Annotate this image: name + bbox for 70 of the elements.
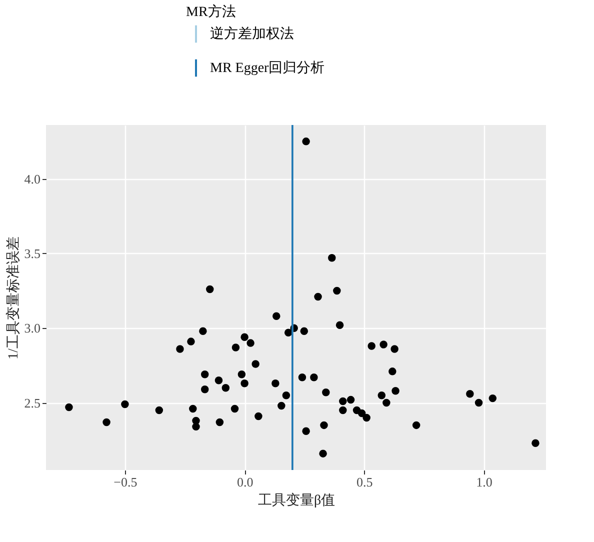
point [368,342,376,350]
x-axis-title: 工具变量β值 [258,492,336,508]
point [192,422,200,431]
point [284,328,292,336]
y-tick-label: 3.0 [24,320,40,336]
point [333,286,341,295]
point [390,345,398,353]
point [252,360,260,368]
point [302,427,310,436]
point [222,384,230,392]
point [488,394,497,402]
point [254,412,262,420]
point [380,340,388,348]
point [272,380,280,388]
point [362,414,370,422]
legend-title: MR方法 [186,4,236,20]
point [246,339,254,347]
point [378,391,386,400]
y-tick-label: 4.0 [24,171,40,186]
point [300,327,308,335]
point [339,397,347,406]
y-axis-title: 1/工具变量标准误差 [5,236,22,360]
point [474,398,483,407]
point [302,138,310,146]
x-tick-label: −0.5 [114,474,138,490]
point [65,403,73,412]
point [320,421,328,430]
point [328,254,336,262]
point [232,344,240,352]
legend-label: 逆方差加权法 [210,26,294,42]
point [336,321,344,329]
point [346,396,355,404]
point [200,370,209,378]
point [272,312,280,320]
point [412,421,420,430]
point [314,292,322,301]
point [339,406,347,414]
point [282,391,290,400]
x-tick-label: 1.0 [476,474,492,490]
point [382,398,390,407]
point [466,390,474,398]
point [189,404,197,413]
point [155,406,164,414]
x-tick-label: 0.5 [356,474,373,490]
point [176,345,184,353]
point [216,418,224,426]
point [240,380,248,388]
legend-label: MR Egger回归分析 [210,60,325,76]
point [322,388,330,396]
point [532,439,540,447]
point [121,400,129,408]
point [358,409,366,418]
x-tick-label: 0.0 [236,474,254,490]
point [238,370,246,378]
point [230,404,239,413]
point [392,386,400,395]
y-tick-label: 2.5 [24,395,40,410]
point [102,418,110,426]
point [187,338,195,346]
point [199,327,207,335]
point [319,450,327,458]
point [310,374,318,382]
point [278,402,286,410]
point [214,376,223,384]
point [240,333,248,341]
point [206,285,214,294]
point [200,385,209,394]
point [388,368,396,376]
y-tick-label: 3.5 [24,246,40,261]
point [298,374,306,382]
